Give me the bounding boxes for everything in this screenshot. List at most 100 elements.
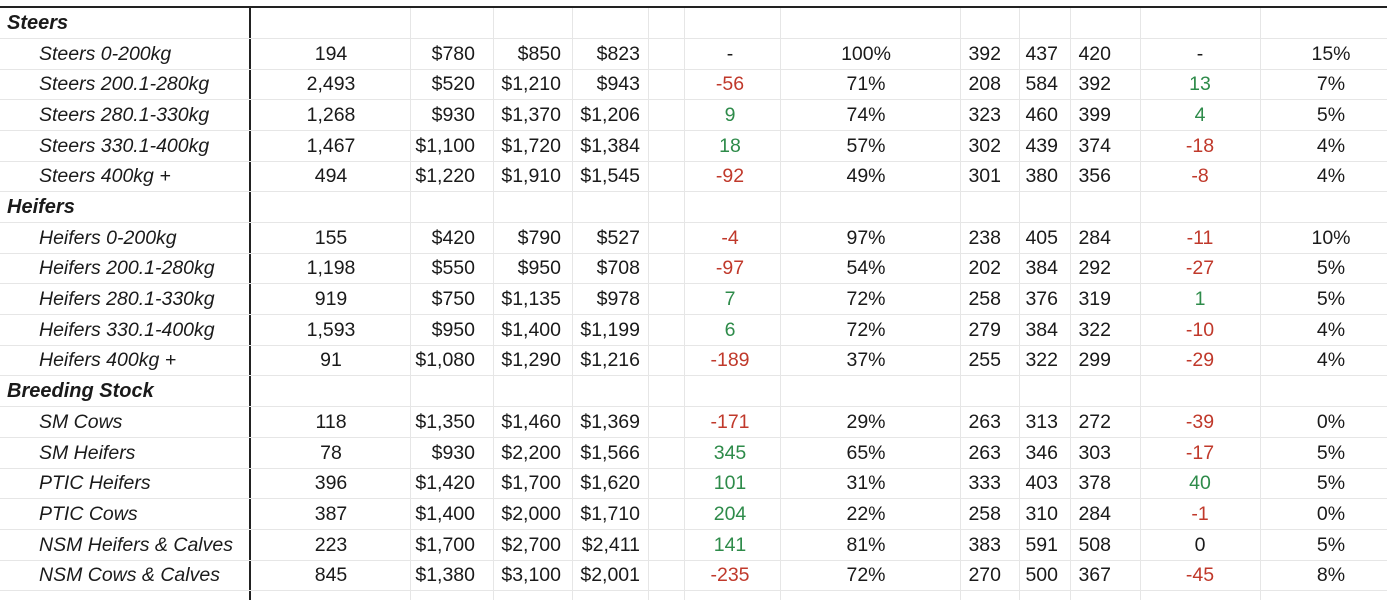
price-change-cell: 6	[724, 318, 736, 341]
gridline-vertical	[780, 8, 781, 600]
head-count-cell: 155	[314, 226, 348, 249]
cents-max-cell: 584	[1025, 73, 1058, 96]
price-avg-cell: $1,216	[580, 349, 640, 372]
row-label: SM Heifers	[39, 441, 136, 464]
price-min-cell: $1,400	[415, 502, 475, 525]
cents-max-cell: 500	[1025, 564, 1058, 587]
price-change-cell: 101	[713, 472, 747, 495]
price-change-cell: -4	[721, 226, 739, 249]
price-min-cell: $1,380	[415, 564, 475, 587]
percent-share-cell: 8%	[1316, 564, 1346, 587]
top-border	[0, 6, 1387, 8]
price-change-cell: 204	[713, 502, 747, 525]
price-max-cell: $2,200	[501, 441, 561, 464]
head-count-cell: 118	[315, 410, 347, 433]
price-min-cell: $930	[431, 441, 475, 464]
table-row: Heifers 0-200kg 155 $420 $790 $527 -4 97% 238 40…	[0, 223, 1387, 254]
row-label: Heifers 280.1-330kg	[39, 288, 215, 311]
section-title: Heifers	[7, 196, 75, 219]
percent-share-cell: 5%	[1316, 257, 1346, 280]
percent-cell: 81%	[846, 533, 886, 556]
price-change-cell: 345	[713, 441, 747, 464]
cents-avg-cell: 319	[1078, 288, 1111, 311]
price-max-cell: $790	[517, 226, 561, 249]
section-header-row: Heifers	[0, 192, 1387, 224]
price-min-cell: $1,220	[415, 165, 475, 188]
percent-cell: 29%	[846, 410, 886, 433]
percent-cell: 49%	[846, 165, 886, 188]
percent-cell: 31%	[846, 472, 886, 495]
cents-avg-cell: 292	[1078, 257, 1111, 280]
price-avg-cell: $978	[596, 288, 640, 311]
gridline-vertical	[410, 8, 411, 600]
section-title: Steers	[7, 12, 69, 34]
table-row: Steers 330.1-400kg 1,467 $1,100 $1,720 $1,38…	[0, 131, 1387, 162]
price-max-cell: $1,910	[501, 165, 561, 188]
gridline-horizontal	[0, 344, 1387, 346]
price-change-cell: -171	[710, 410, 750, 433]
gridline-horizontal	[0, 38, 1387, 39]
head-count-cell: 91	[320, 349, 342, 372]
price-avg-cell: $1,206	[580, 104, 640, 127]
gridline-horizontal	[0, 160, 1387, 162]
head-count-cell: 1,467	[306, 134, 356, 157]
gridline-horizontal	[0, 498, 1387, 500]
cents-change-cell: -8	[1191, 165, 1209, 188]
cents-min-cell: 238	[968, 226, 1001, 249]
percent-share-cell: 5%	[1316, 288, 1346, 311]
cents-avg-cell: 299	[1078, 349, 1111, 372]
gridline-vertical	[1140, 8, 1141, 600]
row-label: NSM Cows & Calves	[39, 564, 220, 587]
price-max-cell: $1,720	[501, 134, 561, 157]
price-max-cell: $1,700	[501, 472, 561, 495]
head-count-cell: 1,593	[306, 318, 356, 341]
percent-cell: 37%	[846, 349, 886, 372]
percent-share-cell: 5%	[1316, 472, 1346, 495]
head-count-cell: 194	[314, 42, 348, 65]
cents-max-cell: 310	[1025, 502, 1058, 525]
percent-cell: 72%	[846, 564, 886, 587]
head-count-cell: 387	[314, 502, 348, 525]
price-max-cell: $850	[517, 42, 561, 65]
cents-min-cell: 302	[968, 134, 1001, 157]
price-min-cell: $1,420	[415, 472, 475, 495]
gridline-vertical	[1260, 8, 1261, 600]
row-label: PTIC Heifers	[39, 472, 151, 495]
cents-min-cell: 279	[968, 318, 1001, 341]
percent-share-cell: 5%	[1316, 533, 1346, 556]
table-row: Heifers 200.1-280kg 1,198 $550 $950 $708 -97 5…	[0, 253, 1387, 285]
gridline-vertical	[493, 8, 494, 600]
cents-min-cell: 258	[968, 288, 1001, 311]
cents-avg-cell: 303	[1078, 441, 1111, 464]
row-label: Steers 280.1-330kg	[39, 104, 210, 127]
table-row: Heifers 330.1-400kg 1,593 $950 $1,400 $1,199…	[0, 315, 1387, 346]
cents-change-cell: -10	[1185, 318, 1215, 341]
price-change-cell: -56	[715, 73, 745, 96]
head-count-cell: 1,268	[306, 104, 356, 127]
percent-share-cell: 0%	[1316, 502, 1346, 525]
percent-share-cell: 5%	[1316, 441, 1346, 464]
row-label: Heifers 0-200kg	[39, 226, 177, 249]
gridline-vertical	[648, 8, 649, 600]
price-min-cell: $950	[431, 318, 475, 341]
section-header-row: Steers	[0, 8, 1387, 39]
head-count-cell: 494	[314, 165, 348, 188]
row-label: SM Cows	[39, 410, 123, 433]
table-row: NSM Cows & Calves 845 $1,380 $3,100 $2,001 -2…	[0, 560, 1387, 592]
price-max-cell: $1,135	[501, 288, 561, 311]
price-max-cell: $1,460	[501, 410, 561, 433]
price-change-cell: -189	[710, 349, 750, 372]
row-label: Heifers 400kg +	[39, 349, 177, 372]
gridline-horizontal	[0, 99, 1387, 101]
price-avg-cell: $943	[596, 73, 640, 96]
cents-change-cell: 40	[1189, 472, 1211, 495]
gridline-horizontal	[0, 436, 1387, 438]
price-max-cell: $1,290	[501, 349, 561, 372]
head-count-cell: 845	[314, 564, 348, 587]
percent-cell: 100%	[841, 42, 891, 65]
row-label: Steers 400kg +	[39, 165, 171, 188]
price-avg-cell: $708	[596, 257, 640, 280]
table-row: SM Cows 118 $1,350 $1,460 $1,369 -171 29% 263 31…	[0, 407, 1387, 438]
table-row: Steers 280.1-330kg 1,268 $930 $1,370 $1,206 9…	[0, 100, 1387, 132]
price-avg-cell: $2,411	[581, 533, 640, 556]
